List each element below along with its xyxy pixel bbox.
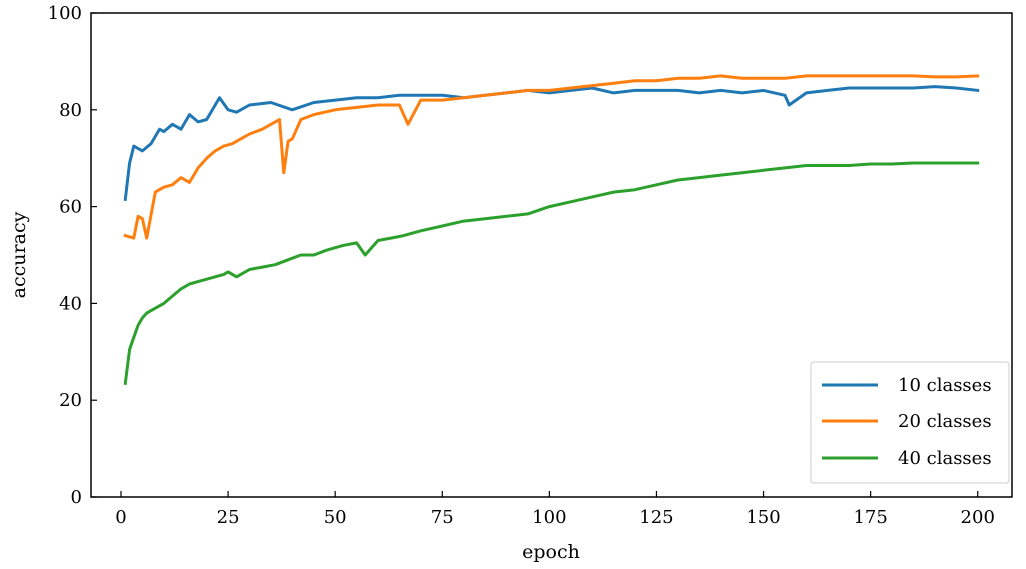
- y-tick-label: 20: [59, 390, 82, 411]
- x-tick-label: 200: [961, 507, 995, 528]
- x-tick-label: 125: [639, 507, 673, 528]
- legend-entries: 10 classes 20 classes 40 classes: [822, 375, 992, 469]
- axes-frame: [90, 12, 1013, 498]
- y-tick-label: 80: [59, 100, 82, 121]
- y-tick-label: 60: [59, 197, 82, 218]
- x-tick-label: 75: [431, 507, 454, 528]
- x-axis-label: epoch: [522, 541, 580, 563]
- x-tick-label: 175: [853, 507, 887, 528]
- legend-box: [810, 361, 1010, 484]
- series-line-2: [123, 74, 980, 240]
- x-tick-label: 0: [115, 507, 126, 528]
- y-tick-label: 0: [71, 487, 82, 508]
- y-axis-label: accuracy: [8, 211, 30, 298]
- x-tick-label: 25: [217, 507, 240, 528]
- legend: 10 classes 20 classes 40 classes: [810, 361, 1010, 484]
- y-tick-label: 40: [59, 293, 82, 314]
- series-line-1: [123, 85, 980, 201]
- x-tick-label: 50: [324, 507, 347, 528]
- axes-layer: 0 25 50 75 100 125 150 175 200 0 20 40 60 80 100: [48, 3, 1013, 528]
- legend-label-2: 20 classes: [898, 411, 992, 432]
- x-tick-label: 100: [532, 507, 566, 528]
- series-layer: [123, 74, 980, 385]
- legend-label-3: 40 classes: [898, 448, 992, 469]
- series-line-3: [123, 161, 980, 385]
- y-tick-label: 100: [48, 3, 82, 24]
- x-tick-label: 150: [746, 507, 780, 528]
- legend-label-1: 10 classes: [898, 375, 992, 396]
